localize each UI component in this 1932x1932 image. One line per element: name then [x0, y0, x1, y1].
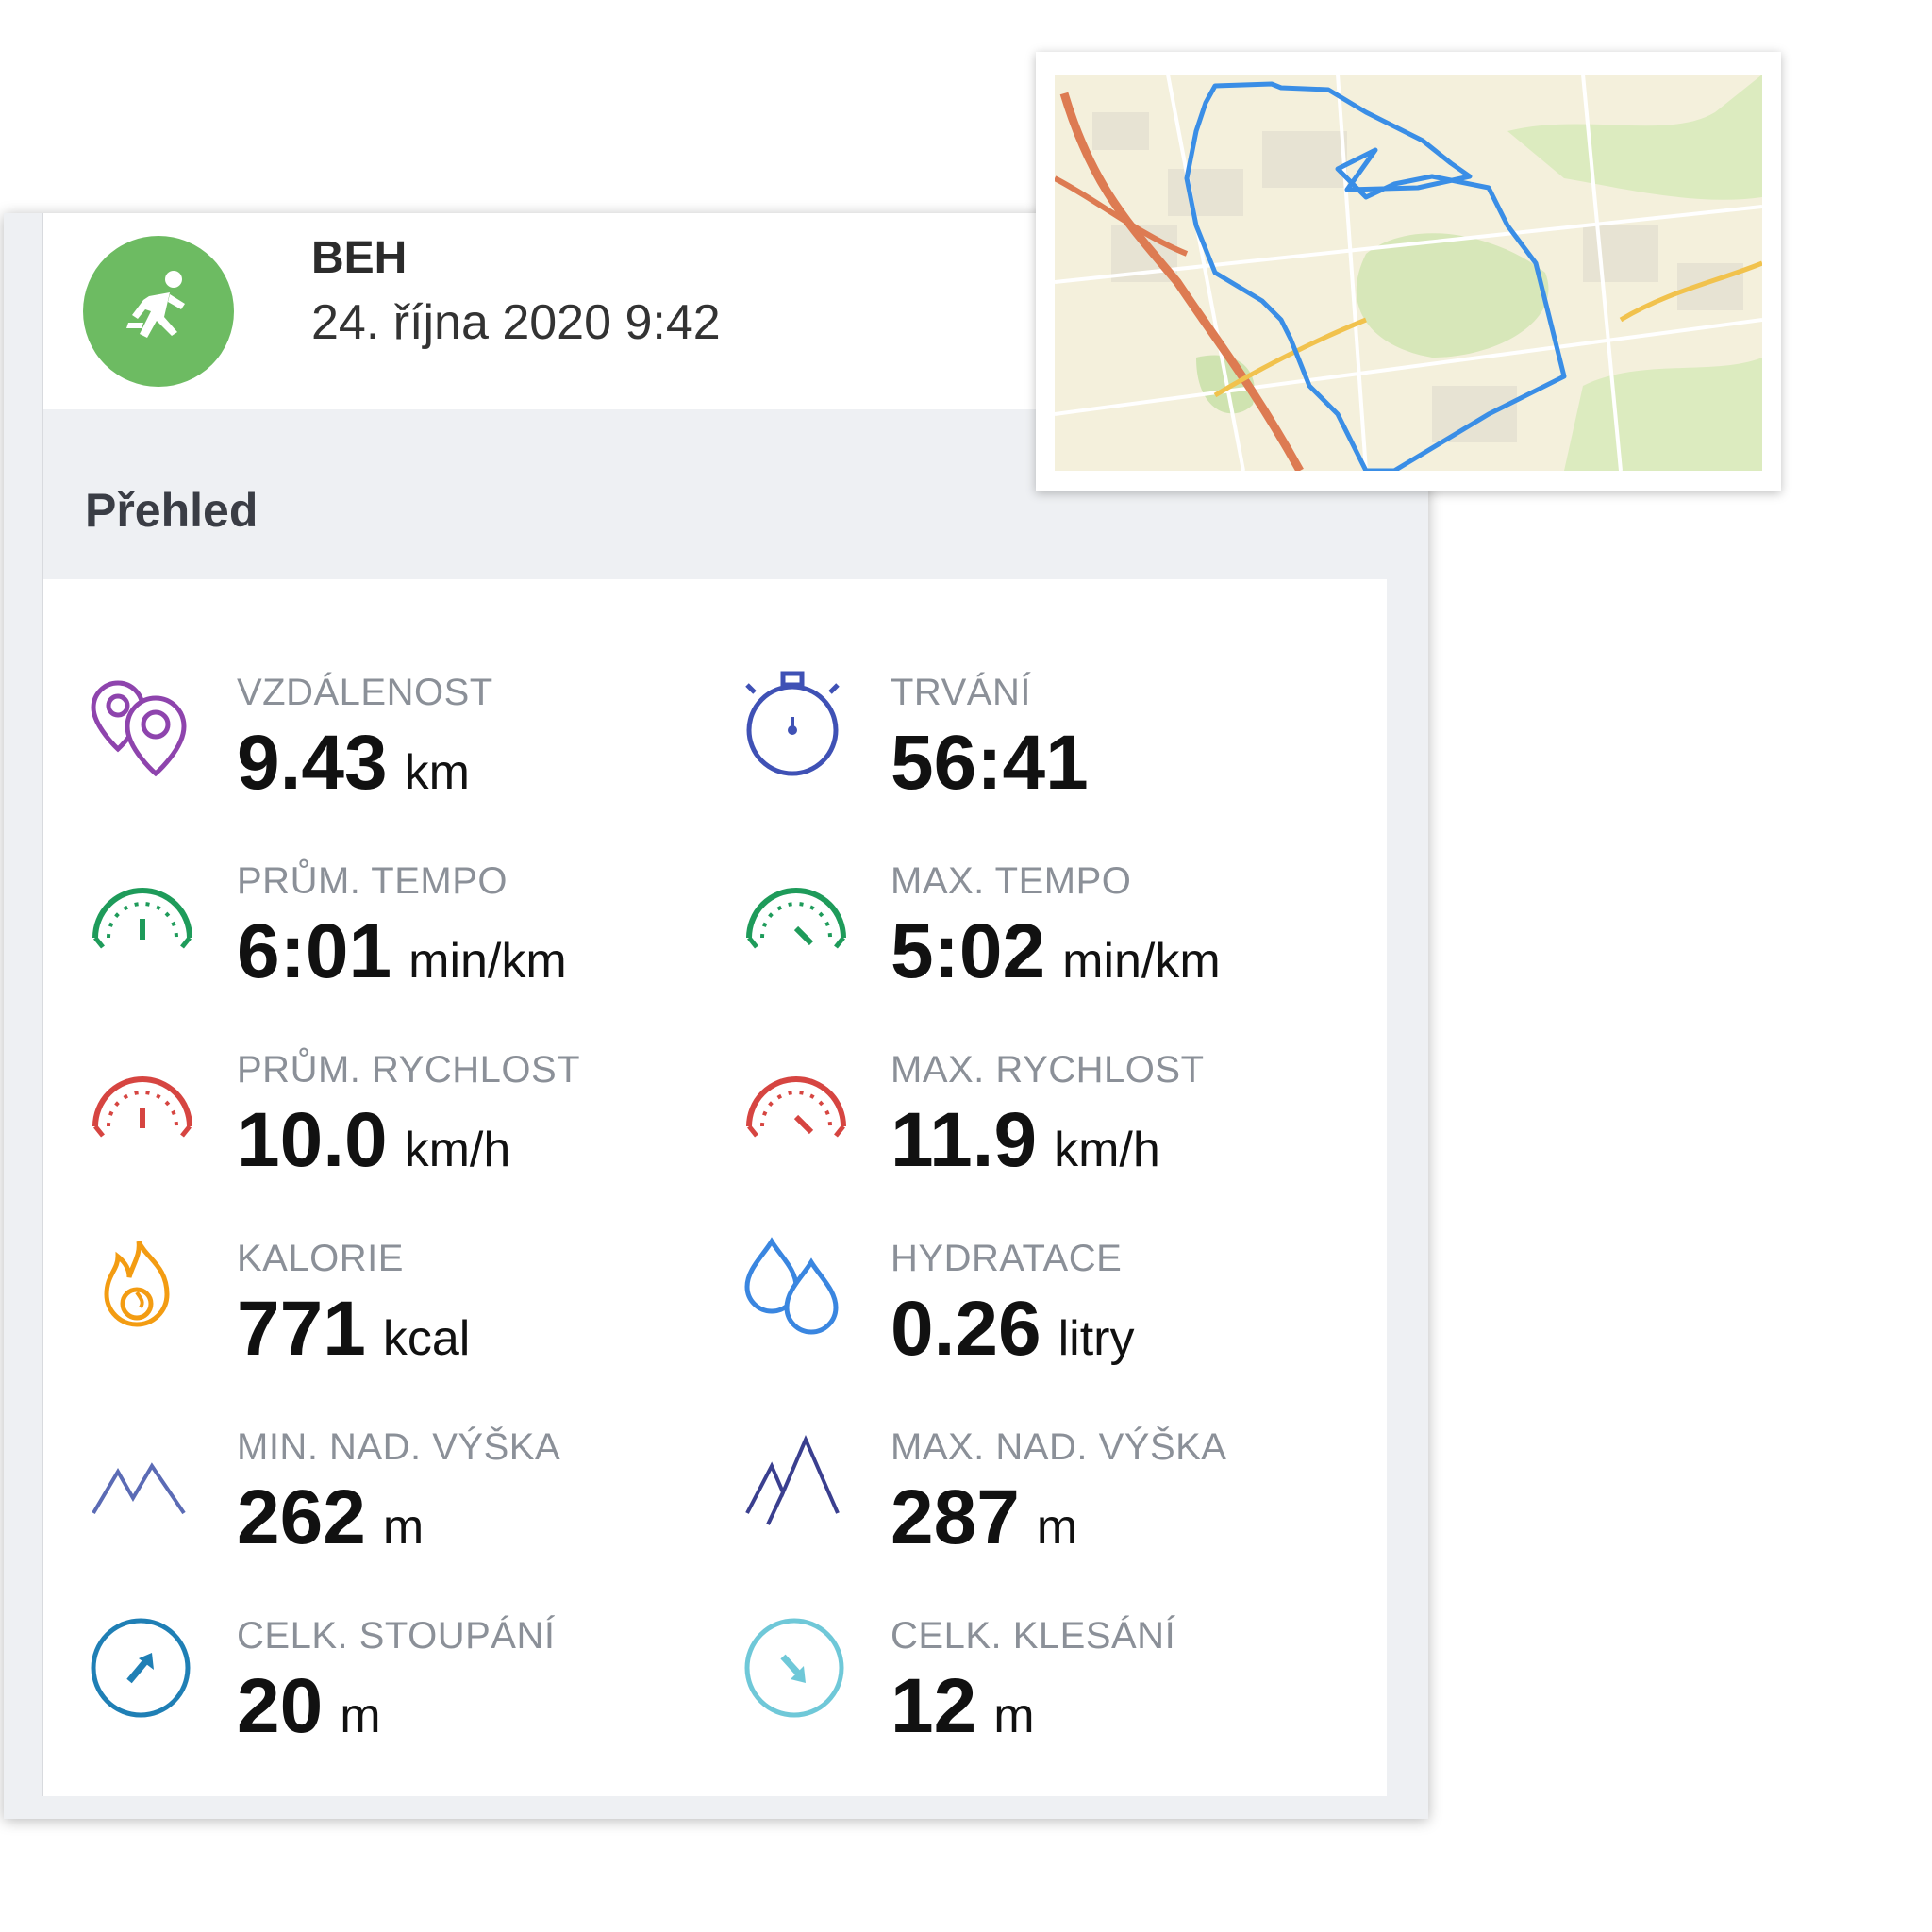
stat-max-speed: MAX. RYCHLOST 11.9 km/h — [740, 1041, 1324, 1211]
stat-value: 56:41 — [891, 720, 1089, 806]
stat-unit: litry — [1058, 1311, 1135, 1366]
stat-value-row: 6:01 min/km — [237, 908, 567, 996]
stat-unit: m — [1036, 1500, 1078, 1555]
stat-label: MAX. TEMPO — [891, 860, 1132, 902]
stat-hydration: HYDRATACE 0.26 litry — [740, 1230, 1324, 1400]
stat-label: MIN. NAD. VÝŠKA — [237, 1426, 561, 1468]
stat-label: CELK. KLESÁNÍ — [891, 1615, 1176, 1657]
stat-unit: min/km — [1062, 934, 1221, 989]
flame-icon — [86, 1230, 208, 1353]
stat-value-row: 287 m — [891, 1474, 1077, 1562]
stat-unit: m — [993, 1689, 1035, 1743]
stat-max-elevation: MAX. NAD. VÝŠKA 287 m — [740, 1419, 1324, 1589]
stopwatch-icon — [740, 664, 862, 787]
stat-unit: km/h — [404, 1123, 511, 1177]
stat-unit: kcal — [382, 1311, 471, 1366]
stat-value: 6:01 — [237, 908, 392, 994]
stat-value-row: 5:02 min/km — [891, 908, 1221, 996]
stat-total-descent: CELK. KLESÁNÍ 12 m — [740, 1607, 1324, 1777]
mountains-low-icon — [86, 1419, 208, 1541]
descent-arrow-icon — [740, 1607, 862, 1730]
stat-calories: KALORIE 771 kcal — [86, 1230, 671, 1400]
stat-value: 9.43 — [237, 720, 388, 806]
stat-distance: VZDÁLENOST 9.43 km — [86, 664, 671, 834]
stat-value: 262 — [237, 1474, 366, 1560]
stat-label: KALORIE — [237, 1238, 404, 1279]
stat-value-row: 20 m — [237, 1662, 381, 1751]
ascent-arrow-icon — [86, 1607, 208, 1730]
stat-value: 11.9 — [891, 1097, 1038, 1183]
stat-label: CELK. STOUPÁNÍ — [237, 1615, 556, 1657]
stat-label: MAX. RYCHLOST — [891, 1049, 1205, 1091]
route-map-thumbnail[interactable] — [1036, 52, 1781, 491]
gauge-max-icon — [740, 853, 862, 975]
gauge-icon — [86, 853, 208, 975]
activity-title: BEH — [311, 233, 408, 283]
speedometer-icon — [86, 1041, 208, 1164]
stat-value-row: 56:41 — [891, 719, 1106, 808]
stat-unit: km — [404, 745, 470, 800]
stat-value-row: 0.26 litry — [891, 1285, 1134, 1374]
stat-label: TRVÁNÍ — [891, 672, 1031, 713]
stat-value: 12 — [891, 1663, 977, 1749]
activity-date: 24. října 2020 9:42 — [311, 295, 721, 350]
stat-min-elevation: MIN. NAD. VÝŠKA 262 m — [86, 1419, 671, 1589]
stat-value: 287 — [891, 1474, 1020, 1560]
stat-avg-pace: PRŮM. TEMPO 6:01 min/km — [86, 853, 671, 1023]
stat-unit: km/h — [1054, 1123, 1160, 1177]
stat-value-row: 262 m — [237, 1474, 424, 1562]
stat-unit: m — [382, 1500, 425, 1555]
running-person-icon — [111, 262, 206, 361]
stat-value: 10.0 — [237, 1097, 388, 1183]
stat-total-ascent: CELK. STOUPÁNÍ 20 m — [86, 1607, 671, 1777]
stat-label: PRŮM. TEMPO — [237, 860, 508, 902]
stat-value-row: 9.43 km — [237, 719, 470, 808]
card-divider — [42, 213, 43, 1796]
section-title: Přehled — [85, 484, 258, 537]
stat-value: 5:02 — [891, 908, 1046, 994]
stat-label: PRŮM. RYCHLOST — [237, 1049, 581, 1091]
stat-value: 20 — [237, 1663, 324, 1749]
mountains-high-icon — [740, 1419, 862, 1541]
stat-value: 771 — [237, 1286, 366, 1372]
stat-value: 0.26 — [891, 1286, 1041, 1372]
stat-value-row: 12 m — [891, 1662, 1035, 1751]
stat-value-row: 11.9 km/h — [891, 1096, 1160, 1185]
stat-unit: m — [340, 1689, 381, 1743]
stat-unit: min/km — [408, 934, 567, 989]
activity-avatar — [83, 236, 234, 387]
stat-max-pace: MAX. TEMPO 5:02 min/km — [740, 853, 1324, 1023]
speedometer-max-icon — [740, 1041, 862, 1164]
stat-value-row: 771 kcal — [237, 1285, 470, 1374]
stat-label: HYDRATACE — [891, 1238, 1123, 1279]
stat-value-row: 10.0 km/h — [237, 1096, 510, 1185]
map-graphic — [1055, 75, 1762, 471]
location-pins-icon — [86, 664, 208, 787]
stat-label: VZDÁLENOST — [237, 672, 493, 713]
stat-avg-speed: PRŮM. RYCHLOST 10.0 km/h — [86, 1041, 671, 1211]
stat-label: MAX. NAD. VÝŠKA — [891, 1426, 1227, 1468]
stats-panel: VZDÁLENOST 9.43 km TRVÁNÍ 56:41 — [43, 579, 1387, 1796]
water-drops-icon — [740, 1230, 862, 1353]
stat-duration: TRVÁNÍ 56:41 — [740, 664, 1324, 834]
